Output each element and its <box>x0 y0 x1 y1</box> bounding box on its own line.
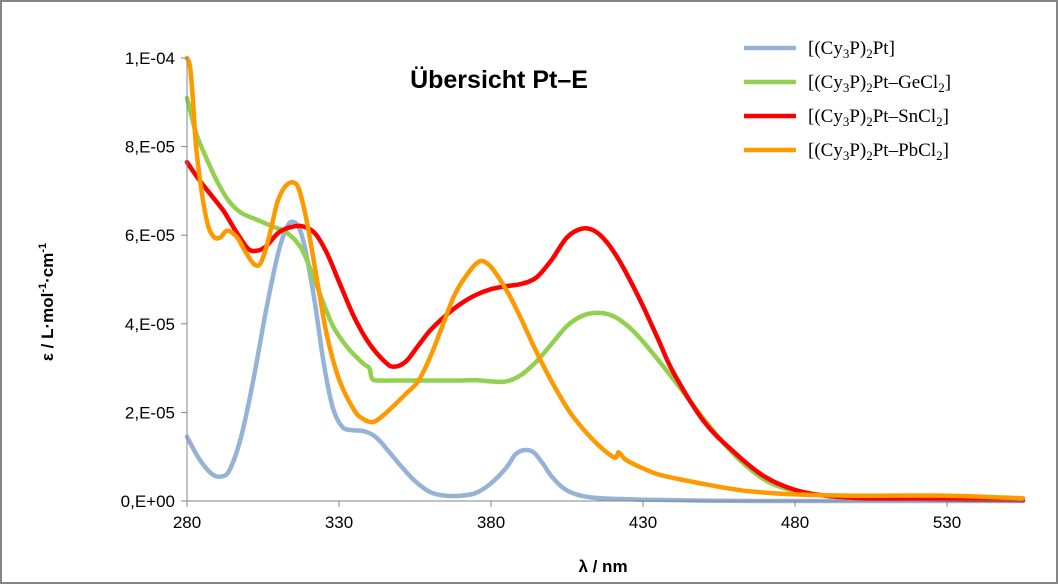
legend-text-part: P) <box>849 140 866 161</box>
legend-subscript: 3 <box>843 80 850 95</box>
series-line-pt <box>184 219 1026 504</box>
y-tick-label: 4,E-05 <box>125 315 175 334</box>
y-axis-title-sup1: -1 <box>37 283 49 293</box>
legend-text-part: ] <box>943 106 949 127</box>
legend-text-part: Pt] <box>873 38 895 59</box>
x-tick-label: 380 <box>477 513 505 532</box>
y-axis-title: ε / L·mol-1·cm-1 <box>37 243 57 361</box>
y-tick-label: 8,E-05 <box>125 138 175 157</box>
x-axis-title: λ / nm <box>578 557 627 576</box>
series-line-sncl2 <box>184 159 1026 503</box>
x-tick-label: 530 <box>933 513 961 532</box>
legend: [(Cy3P)2Pt][(Cy3P)2Pt–GeCl2][(Cy3P)2Pt–S… <box>744 38 951 163</box>
legend-text-part: Pt–PbCl <box>873 140 936 161</box>
legend-text-part: Pt–SnCl <box>873 106 936 127</box>
legend-label: [(Cy3P)2Pt–GeCl2] <box>808 72 951 95</box>
legend-text-part: [(Cy <box>808 106 843 127</box>
legend-subscript: 2 <box>936 148 943 163</box>
x-tick-label: 430 <box>629 513 657 532</box>
legend-text-part: P) <box>849 72 866 93</box>
legend-text-part: [(Cy <box>808 140 843 161</box>
legend-item-gecl2: [(Cy3P)2Pt–GeCl2] <box>744 72 951 95</box>
x-tick-label: 280 <box>173 513 201 532</box>
legend-text-part: P) <box>849 106 866 127</box>
legend-item-pbcl2: [(Cy3P)2Pt–PbCl2] <box>744 140 949 163</box>
legend-label: [(Cy3P)2Pt] <box>808 38 895 61</box>
x-tick-label: 480 <box>781 513 809 532</box>
legend-text-part: P) <box>849 38 866 59</box>
y-tick-label: 1,E-04 <box>125 49 175 68</box>
chart-title: Übersicht Pt–E <box>410 65 588 94</box>
legend-item-sncl2: [(Cy3P)2Pt–SnCl2] <box>744 106 949 129</box>
axes <box>181 57 1023 507</box>
y-axis-title-sup2: -1 <box>37 243 49 253</box>
legend-text-part: ] <box>945 72 951 93</box>
y-tick-label: 2,E-05 <box>125 403 175 422</box>
y-tick-label: 0,E+00 <box>121 492 175 511</box>
legend-subscript: 2 <box>866 114 873 129</box>
legend-text-part: [(Cy <box>808 72 843 93</box>
legend-label: [(Cy3P)2Pt–PbCl2] <box>808 140 949 163</box>
y-axis-title-main: ε / L·mol <box>38 293 57 362</box>
legend-item-pt: [(Cy3P)2Pt] <box>744 38 895 61</box>
legend-subscript: 3 <box>843 148 850 163</box>
legend-subscript: 2 <box>938 80 945 95</box>
y-axis-title-mid: ·cm <box>38 253 57 283</box>
plot-area <box>184 55 1026 504</box>
legend-subscript: 2 <box>866 46 873 61</box>
legend-subscript: 2 <box>866 80 873 95</box>
legend-text-part: Pt–GeCl <box>873 72 938 93</box>
legend-subscript: 3 <box>843 114 850 129</box>
legend-subscript: 3 <box>843 46 850 61</box>
y-tick-label: 6,E-05 <box>125 226 175 245</box>
legend-text-part: [(Cy <box>808 38 843 59</box>
tick-labels: 0,E+00 2,E-05 4,E-05 6,E-05 8,E-05 1,E-04 280 3… <box>121 49 962 532</box>
legend-label: [(Cy3P)2Pt–SnCl2] <box>808 106 949 129</box>
series-line-pbcl2 <box>184 55 1026 501</box>
legend-text-part: ] <box>943 140 949 161</box>
legend-subscript: 2 <box>936 114 943 129</box>
legend-subscript: 2 <box>866 148 873 163</box>
x-tick-label: 330 <box>325 513 353 532</box>
